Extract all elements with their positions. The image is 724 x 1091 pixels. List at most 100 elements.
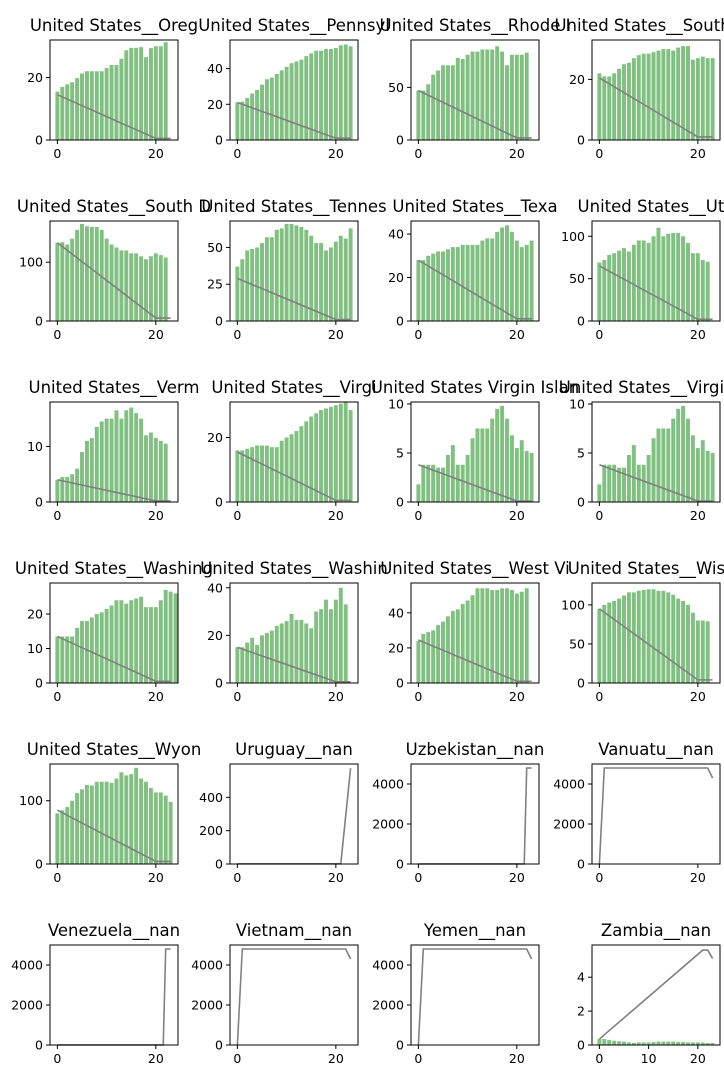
trend-line-13 <box>237 646 351 683</box>
bar-0-13 <box>119 58 124 140</box>
bar-7-20 <box>695 253 700 321</box>
bar-5-6 <box>264 237 269 321</box>
subplot-title-13: United States__Washin <box>200 559 388 579</box>
bar-15-9 <box>641 590 646 683</box>
bar-7-9 <box>641 240 646 321</box>
bar-7-2 <box>607 254 612 321</box>
xtick-label-10-0: 0 <box>414 508 422 523</box>
ytick-label-19-1: 2000 <box>553 817 585 832</box>
trend-line-22 <box>417 948 533 1046</box>
bar-9-23 <box>348 410 353 502</box>
bar-13-3 <box>250 637 255 683</box>
bar-13-8 <box>274 625 279 683</box>
ytick-label-8-1: 10 <box>27 439 43 454</box>
bar-13-12 <box>294 619 299 683</box>
bar-3-2 <box>607 76 612 140</box>
bar-8-6 <box>84 440 89 502</box>
axes-frame-21 <box>229 944 359 1046</box>
bar-23-8 <box>636 1042 641 1045</box>
bar-6-22 <box>524 244 529 321</box>
bar-10-15 <box>490 418 495 502</box>
ytick-label-18-0: 0 <box>396 857 404 872</box>
bar-23-18 <box>686 1042 690 1045</box>
xtick-label-10-1: 20 <box>509 508 525 523</box>
bar-9-5 <box>260 445 264 502</box>
bar-1-5 <box>260 84 264 140</box>
trend-line-18 <box>418 767 532 865</box>
bar-5-18 <box>324 250 328 321</box>
bar-9-3 <box>250 447 255 502</box>
bar-11-23 <box>710 452 715 502</box>
bar-7-18 <box>686 243 690 321</box>
ytick-label-13-1: 20 <box>207 628 223 643</box>
bar-23-12 <box>656 1041 661 1045</box>
bar-6-4 <box>436 251 441 321</box>
bar-16-17 <box>139 778 144 864</box>
bar-10-23 <box>529 452 534 502</box>
bar-23-20 <box>695 1042 700 1045</box>
subplot-14: 0 20 40 0 20 United States__West Vi <box>380 559 570 704</box>
subplot-18: 0 2000 4000 0 20 Uzbekistan__nan <box>372 740 544 885</box>
subplot-0: 0 20 0 20 United States__Oreg <box>27 16 198 161</box>
bar-12-8 <box>94 614 99 683</box>
bar-8-12 <box>114 410 119 502</box>
ytick-label-18-2: 4000 <box>372 777 404 792</box>
ytick-label-0-0: 0 <box>35 133 43 148</box>
bar-14-12 <box>475 588 480 683</box>
subplot-13: 0 20 40 0 20 United States__Washin <box>200 559 388 704</box>
bar-16-5 <box>80 789 84 864</box>
bar-9-1 <box>240 450 245 502</box>
bar-13-14 <box>304 623 309 683</box>
bar-1-4 <box>255 90 260 140</box>
bar-10-4 <box>436 467 441 502</box>
axes-frame-12 <box>49 582 179 684</box>
bar-11-0 <box>597 484 602 502</box>
subplot-title-23: Zambia__nan <box>601 921 711 941</box>
trend-line-9 <box>237 451 351 502</box>
bar-4-5 <box>80 223 84 321</box>
axes-frame-3 <box>591 39 721 141</box>
axes-frame-8 <box>49 401 179 503</box>
ytick-label-22-0: 0 <box>396 1038 404 1053</box>
xtick-label-0-1: 20 <box>148 146 164 161</box>
axes-frame-14 <box>410 582 540 684</box>
bar-6-23 <box>529 240 534 321</box>
ytick-label-23-0: 0 <box>577 1038 585 1053</box>
bar-4-17 <box>139 256 144 321</box>
xtick-label-11-1: 20 <box>690 508 706 523</box>
bar-9-6 <box>264 445 269 502</box>
axes-frame-5 <box>229 220 359 322</box>
bar-12-3 <box>70 636 75 683</box>
ytick-label-23-2: 4 <box>577 970 585 985</box>
subplot-title-14: United States__West Vi <box>380 559 570 579</box>
bar-0-4 <box>75 78 80 140</box>
bar-7-19 <box>690 253 695 321</box>
bar-10-19 <box>509 435 514 502</box>
subplot-title-20: Venezuela__nan <box>48 921 180 941</box>
bar-14-19 <box>509 590 514 683</box>
xtick-label-5-1: 20 <box>328 327 344 342</box>
bar-10-9 <box>460 464 465 502</box>
bar-12-9 <box>99 612 104 683</box>
bar-10-11 <box>470 438 475 502</box>
bar-11-21 <box>700 440 705 502</box>
bar-9-9 <box>279 440 284 502</box>
bar-5-1 <box>240 259 245 321</box>
bar-7-16 <box>676 232 681 321</box>
bar-3-0 <box>597 73 602 140</box>
subplot-17: 0 200 400 0 20 Uruguay__nan <box>199 740 359 885</box>
xtick-label-3-1: 20 <box>690 146 706 161</box>
bar-0-3 <box>70 82 75 140</box>
subplot-20: 0 2000 4000 0 20 Venezuela__nan <box>11 921 180 1066</box>
ytick-label-17-2: 400 <box>199 790 223 805</box>
bar-1-6 <box>264 79 269 140</box>
subplot-title-21: Vietnam__nan <box>236 921 352 941</box>
bar-16-1 <box>60 810 65 864</box>
subplot-8: 0 10 0 20 United States__Verm <box>27 378 199 523</box>
bar-5-17 <box>319 243 324 321</box>
xtick-label-14-0: 0 <box>414 689 422 704</box>
bar-5-20 <box>333 241 338 321</box>
bar-2-14 <box>485 49 490 141</box>
bar-5-12 <box>294 225 299 321</box>
